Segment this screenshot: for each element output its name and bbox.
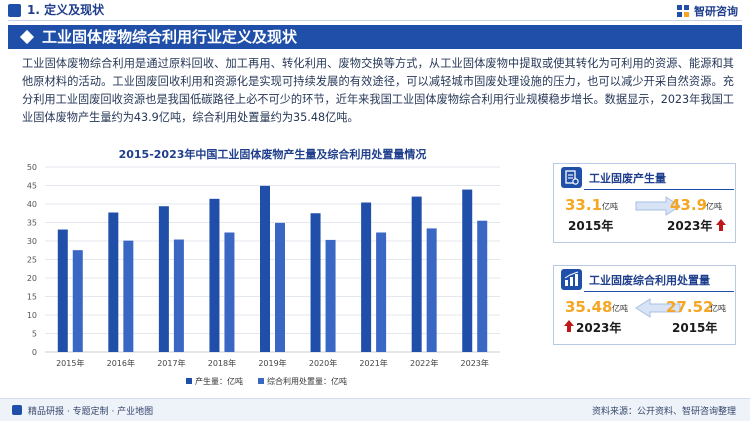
report-icon	[12, 405, 22, 415]
section-marker-icon	[8, 4, 21, 17]
y-tick-label: 15	[27, 293, 37, 302]
x-tick-label: 2017年	[157, 358, 185, 368]
bar-chart-icon	[561, 269, 582, 290]
production-to-value: 43.9	[670, 196, 708, 214]
header-divider	[8, 20, 742, 21]
y-tick-label: 25	[27, 256, 37, 265]
y-tick-label: 0	[32, 348, 37, 357]
bar-production	[209, 198, 220, 352]
up-arrow-icon	[716, 219, 726, 231]
right-arrow-icon	[635, 196, 681, 216]
legend-label: 产生量：亿吨	[195, 376, 243, 386]
y-tick-label: 35	[27, 219, 37, 228]
bar-utilization	[275, 222, 285, 352]
x-tick-label: 2018年	[208, 358, 236, 368]
bar-utilization	[325, 239, 336, 352]
y-tick-label: 50	[27, 163, 37, 172]
production-from-unit: 亿吨	[602, 202, 618, 211]
x-tick-label: 2021年	[359, 358, 387, 368]
production-from-value: 33.1	[565, 196, 603, 214]
bar-production	[462, 189, 473, 352]
bar-production	[310, 213, 321, 352]
utilization-card: 工业固废综合利用处置量 35.48 亿吨 2023年 27.52 亿吨 2015…	[553, 265, 736, 345]
footer-source: 资料来源：公开资料、智研咨询整理	[591, 407, 736, 417]
brand-logo[interactable]: 智研咨询	[677, 3, 738, 19]
production-card-underline	[584, 189, 734, 190]
bar-production	[260, 185, 270, 352]
utilization-card-underline	[584, 291, 734, 292]
document-chart-icon	[561, 167, 582, 188]
production-from-year: 2015年	[568, 219, 614, 233]
y-tick-label: 20	[27, 274, 37, 283]
x-tick-label: 2015年	[56, 358, 84, 368]
bar-utilization	[173, 239, 184, 352]
chart-title: 2015-2023年中国工业固体废物产生量及综合利用处置量情况	[118, 148, 427, 161]
production-to-unit: 亿吨	[706, 202, 722, 211]
utilization-to-value: 27.52	[666, 298, 714, 316]
bar-production	[361, 202, 372, 352]
legend-label: 综合利用处置量：亿吨	[267, 376, 347, 386]
utilization-from-unit: 亿吨	[612, 304, 628, 313]
legend-swatch	[186, 378, 192, 384]
page-title: 工业固体废物综合利用行业定义及现状	[42, 28, 298, 46]
x-tick-label: 2016年	[107, 358, 135, 368]
brand-name: 智研咨询	[694, 5, 738, 18]
legend-swatch	[258, 378, 264, 384]
bar-production	[158, 206, 169, 352]
bar-utilization	[123, 240, 134, 352]
x-tick-label: 2022年	[410, 358, 438, 368]
footer-services[interactable]: 精品研报 · 专题定制 · 产业地图	[28, 407, 154, 417]
utilization-from-year: 2023年	[576, 321, 622, 335]
brand-mark-icon	[677, 4, 690, 18]
y-tick-label: 5	[32, 330, 37, 339]
intro-paragraph: 工业固体废物综合利用是通过原料回收、加工再用、转化利用、废物交换等方式，从工业固…	[22, 57, 734, 124]
utilization-card-header: 工业固废综合利用处置量	[554, 266, 735, 292]
bar-production	[411, 196, 422, 352]
x-tick-label: 2019年	[258, 358, 286, 368]
production-to-year: 2023年	[667, 219, 713, 233]
y-tick-label: 40	[27, 200, 37, 209]
top-bar: 1. 定义及现状 智研咨询	[0, 0, 750, 22]
bar-utilization	[224, 232, 235, 352]
y-tick-label: 45	[27, 182, 37, 191]
footer: 精品研报 · 专题定制 · 产业地图 资料来源：公开资料、智研咨询整理	[0, 398, 750, 421]
y-tick-label: 10	[27, 311, 37, 320]
bar-utilization	[426, 228, 437, 352]
utilization-card-label: 工业固废综合利用处置量	[589, 274, 710, 287]
bar-production	[57, 229, 68, 352]
title-banner: 工业固体废物综合利用行业定义及现状	[8, 25, 742, 49]
x-tick-label: 2020年	[309, 358, 337, 368]
y-tick-label: 30	[27, 237, 37, 246]
production-card-label: 工业固废产生量	[589, 172, 666, 185]
production-card-header: 工业固废产生量	[554, 164, 735, 190]
production-card: 工业固废产生量 33.1 亿吨 2015年 43.9 亿吨 2023年	[553, 163, 736, 243]
up-arrow-icon	[564, 320, 574, 332]
bar-production	[108, 212, 119, 352]
left-arrow-icon	[635, 298, 681, 318]
bar-utilization	[376, 232, 387, 352]
utilization-to-year: 2015年	[672, 321, 718, 335]
section-title: 1. 定义及现状	[27, 3, 105, 17]
utilization-from-value: 35.48	[565, 298, 613, 316]
bar-utilization	[72, 250, 83, 352]
utilization-to-unit: 亿吨	[710, 304, 726, 313]
x-tick-label: 2023年	[461, 358, 489, 368]
bar-utilization	[477, 220, 488, 352]
